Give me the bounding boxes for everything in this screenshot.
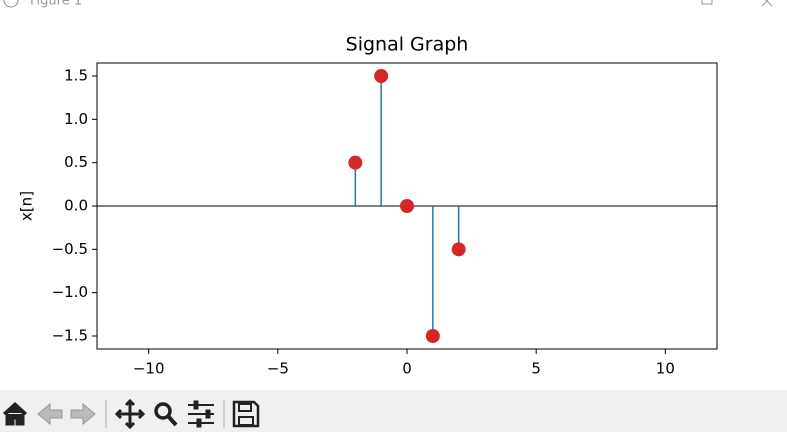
stem-marker bbox=[425, 329, 440, 343]
x-tick-label: −10 bbox=[133, 360, 165, 378]
y-tick-label: 0.0 bbox=[64, 197, 88, 215]
y-tick-label: −0.5 bbox=[52, 240, 88, 258]
title-bar bbox=[0, 0, 787, 18]
x-tick-label: 10 bbox=[656, 360, 675, 378]
zoom-button[interactable] bbox=[154, 402, 172, 420]
y-tick-label: −1.0 bbox=[52, 283, 88, 301]
stem-marker bbox=[374, 69, 389, 83]
window-title: Figure 1 bbox=[30, 0, 82, 9]
axes-frame bbox=[96, 62, 718, 350]
close-button[interactable] bbox=[761, 0, 773, 7]
save-button[interactable] bbox=[232, 400, 260, 428]
back-button[interactable] bbox=[37, 402, 63, 426]
y-tick-label: 1.5 bbox=[64, 67, 88, 85]
stem-marker bbox=[400, 199, 414, 213]
maximize-button[interactable] bbox=[701, 0, 713, 5]
home-button[interactable] bbox=[2, 401, 28, 426]
plot: −10 −5 0 5 10 −1.5 −1.0 −0.5 0.0 0.5 1.0 1.5 bbox=[52, 67, 717, 378]
app-icon bbox=[3, 0, 19, 8]
y-tick-label: 1.0 bbox=[64, 110, 88, 128]
stem-marker bbox=[348, 155, 363, 170]
chart-title: Signal Graph bbox=[346, 34, 469, 56]
y-axis-label: x[n] bbox=[18, 191, 36, 221]
x-tick-label: 5 bbox=[531, 360, 541, 378]
x-tick-label: 0 bbox=[402, 360, 412, 378]
stem-marker bbox=[451, 242, 466, 257]
y-tick-label: 0.5 bbox=[64, 153, 88, 171]
pan-button[interactable] bbox=[114, 398, 146, 430]
y-tick-label: −1.5 bbox=[52, 327, 88, 345]
forward-button[interactable] bbox=[70, 402, 96, 426]
x-tick-label: −5 bbox=[267, 360, 289, 378]
